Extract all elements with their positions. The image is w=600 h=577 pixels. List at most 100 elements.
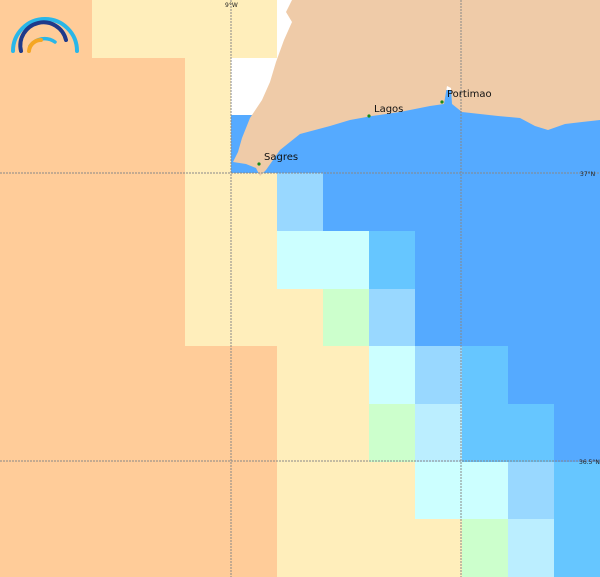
grid-cell <box>0 404 46 462</box>
grid-cell <box>277 173 323 231</box>
grid-cell <box>92 462 138 519</box>
grid-cell <box>0 462 46 519</box>
grid-cell <box>0 231 46 289</box>
grid-cell <box>185 462 231 519</box>
grid-cell <box>554 231 600 289</box>
grid-cell <box>46 173 92 231</box>
grid-cell <box>46 462 92 519</box>
grid-cell <box>277 231 323 289</box>
grid-cell <box>369 346 415 404</box>
grid-cell <box>185 346 231 404</box>
grid-cell <box>231 173 277 231</box>
grid-cell <box>323 404 369 462</box>
grid-cell <box>415 404 462 462</box>
grid-cell <box>185 519 231 577</box>
grid-cell <box>508 462 554 519</box>
city-label: Portimao <box>447 89 492 100</box>
land-portugal <box>233 0 600 176</box>
grid-cell <box>92 346 138 404</box>
grid-cell <box>462 289 508 346</box>
grid-cell <box>415 231 462 289</box>
grid-cell <box>554 173 600 231</box>
grid-cell <box>415 289 462 346</box>
grid-cell <box>277 289 323 346</box>
grid-cell <box>462 519 508 577</box>
grid-cell <box>415 346 462 404</box>
grid-cell <box>92 231 138 289</box>
grid-cell <box>323 173 369 231</box>
grid-cell <box>138 289 185 346</box>
grid-cell <box>323 462 369 519</box>
grid-cell <box>185 231 231 289</box>
grid-cell <box>462 346 508 404</box>
grid-cell <box>415 462 462 519</box>
grid-cell <box>185 404 231 462</box>
city-label: Lagos <box>374 104 403 115</box>
grid-cell <box>231 404 277 462</box>
grid-cell <box>138 173 185 231</box>
grid-cell <box>323 346 369 404</box>
grid-cell <box>277 404 323 462</box>
grid-cell <box>185 289 231 346</box>
grid-cell <box>508 231 554 289</box>
logo-arc-middle <box>18 20 68 53</box>
grid-cell <box>92 58 138 115</box>
city-sagres[interactable]: Sagres <box>257 152 298 166</box>
grid-cell <box>138 346 185 404</box>
grid-cell <box>138 231 185 289</box>
grid-cell <box>46 231 92 289</box>
grid-cell <box>415 519 462 577</box>
grid-cell <box>0 519 46 577</box>
grid-cell <box>369 519 415 577</box>
grid-cell <box>138 462 185 519</box>
logo-arc-outer <box>11 17 79 53</box>
grid-cell <box>323 519 369 577</box>
city-lagos[interactable]: Lagos <box>367 104 403 118</box>
grid-cell <box>462 462 508 519</box>
grid-cell <box>462 173 508 231</box>
lon-label: 9°W <box>225 2 238 9</box>
grid-cell <box>369 404 415 462</box>
grid-cell <box>92 173 138 231</box>
grid-cell <box>231 346 277 404</box>
grid-cell <box>138 519 185 577</box>
grid-cell <box>138 115 185 173</box>
grid-cell <box>92 519 138 577</box>
grid-cell <box>92 115 138 173</box>
grid-cell <box>231 231 277 289</box>
grid-cell <box>0 58 46 115</box>
grid-cell <box>0 115 46 173</box>
grid-cell <box>508 404 554 462</box>
lat-label-37: 37°N <box>580 171 595 178</box>
city-label: Sagres <box>264 152 298 163</box>
grid-cell <box>46 404 92 462</box>
grid-cell <box>46 115 92 173</box>
city-portimao[interactable]: Portimao <box>440 89 492 104</box>
grid-cell <box>92 289 138 346</box>
grid-cell <box>554 519 600 577</box>
grid-cell <box>277 519 323 577</box>
grid-cell <box>415 173 462 231</box>
grid-cell <box>138 58 185 115</box>
grid-cell <box>185 58 231 115</box>
grid-cell <box>369 289 415 346</box>
grid-cell <box>0 289 46 346</box>
grid-cell <box>92 0 277 58</box>
grid-cell <box>46 519 92 577</box>
grid-cell <box>46 346 92 404</box>
grid-cell <box>462 231 508 289</box>
grid-cell <box>554 462 600 519</box>
lat-label-36-5: 36.5°N <box>579 459 600 466</box>
grid-cell <box>554 346 600 404</box>
grid-cell <box>508 519 554 577</box>
grid-cell <box>554 404 600 462</box>
grid-cell <box>277 462 323 519</box>
grid-cell <box>323 289 369 346</box>
grid-cell <box>185 115 231 173</box>
grid-cell <box>508 289 554 346</box>
city-marker <box>440 100 444 104</box>
grid-cell <box>46 289 92 346</box>
